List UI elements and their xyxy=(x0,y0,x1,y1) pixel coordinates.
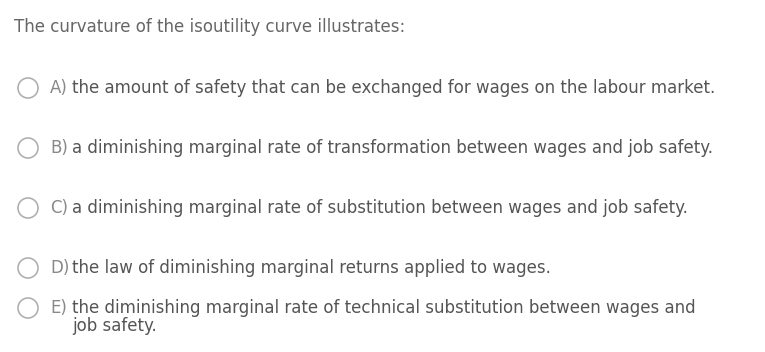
Text: A): A) xyxy=(50,79,68,97)
Text: B): B) xyxy=(50,139,68,157)
Text: a diminishing marginal rate of substitution between wages and job safety.: a diminishing marginal rate of substitut… xyxy=(72,199,688,217)
Text: The curvature of the isoutility curve illustrates:: The curvature of the isoutility curve il… xyxy=(14,18,405,36)
Text: a diminishing marginal rate of transformation between wages and job safety.: a diminishing marginal rate of transform… xyxy=(72,139,713,157)
Text: the amount of safety that can be exchanged for wages on the labour market.: the amount of safety that can be exchang… xyxy=(72,79,715,97)
Text: job safety.: job safety. xyxy=(72,317,157,335)
Text: C): C) xyxy=(50,199,68,217)
Text: D): D) xyxy=(50,259,70,277)
Text: the law of diminishing marginal returns applied to wages.: the law of diminishing marginal returns … xyxy=(72,259,551,277)
Text: the diminishing marginal rate of technical substitution between wages and: the diminishing marginal rate of technic… xyxy=(72,299,695,317)
Text: E): E) xyxy=(50,299,67,317)
